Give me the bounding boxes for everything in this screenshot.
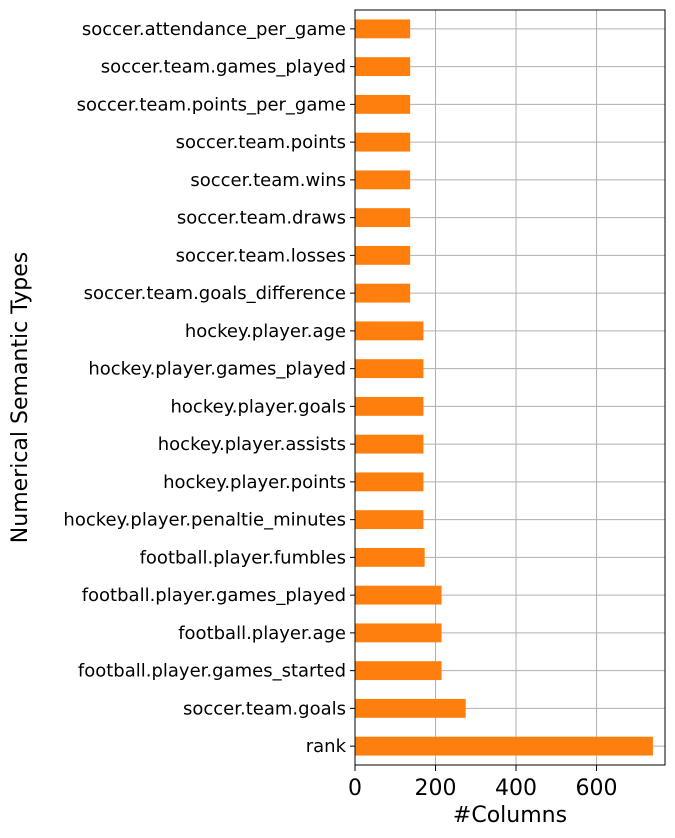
bar <box>355 585 442 605</box>
grid-lines <box>354 10 665 765</box>
y-tick-label: soccer.team.losses <box>176 245 346 266</box>
y-tick-label: soccer.team.points <box>176 132 346 153</box>
y-tick-label: soccer.team.points_per_game <box>77 94 346 115</box>
y-tick-label: rank <box>306 736 347 757</box>
x-ticks: 0 200 400 600 <box>348 765 618 801</box>
y-tick-label: soccer.team.games_played <box>101 57 346 78</box>
y-tick-label: football.player.games_started <box>78 661 346 682</box>
x-tick-label: 600 <box>576 776 618 801</box>
y-tick-label: soccer.team.goals <box>183 698 346 719</box>
y-tick-label: football.player.games_played <box>82 585 346 606</box>
y-tick-label: soccer.team.draws <box>177 208 346 229</box>
y-tick-label: hockey.player.assists <box>158 434 346 455</box>
bar <box>355 170 411 190</box>
bar <box>355 94 411 114</box>
bar <box>355 434 424 454</box>
bar <box>355 736 653 756</box>
y-tick-label: soccer.team.goals_difference <box>84 283 346 304</box>
y-tick-label: football.player.fumbles <box>140 547 346 568</box>
bar <box>355 472 424 492</box>
y-tick-label: soccer.attendance_per_game <box>82 19 346 40</box>
y-tick-label: football.player.age <box>178 623 346 644</box>
y-tick-label: soccer.team.wins <box>190 170 346 191</box>
bars <box>355 19 653 756</box>
bar <box>355 321 424 341</box>
x-tick-label: 0 <box>348 776 362 801</box>
plot-frame <box>354 9 666 766</box>
bar <box>355 359 424 379</box>
y-tick-label: hockey.player.age <box>185 321 346 342</box>
bar <box>355 57 411 77</box>
y-tick-label: hockey.player.points <box>163 472 346 493</box>
bar <box>355 283 411 303</box>
y-tick-label: hockey.player.games_played <box>88 359 346 380</box>
bar <box>355 396 424 416</box>
bar <box>355 510 424 530</box>
bar <box>355 698 466 718</box>
bar <box>355 623 442 643</box>
bar <box>355 547 425 567</box>
bar <box>355 245 411 265</box>
bar <box>355 661 442 681</box>
y-tick-label: hockey.player.penaltie_minutes <box>63 510 346 531</box>
y-tick-labels: soccer.attendance_per_game soccer.team.ga… <box>63 19 355 757</box>
x-axis-title: #Columns <box>453 803 567 828</box>
y-tick-label: hockey.player.goals <box>171 396 346 417</box>
x-tick-label: 400 <box>495 776 537 801</box>
y-axis-title: Numerical Semantic Types <box>8 252 33 543</box>
bar <box>355 19 411 39</box>
bar <box>355 132 411 152</box>
bar <box>355 208 411 228</box>
x-tick-label: 200 <box>415 776 457 801</box>
